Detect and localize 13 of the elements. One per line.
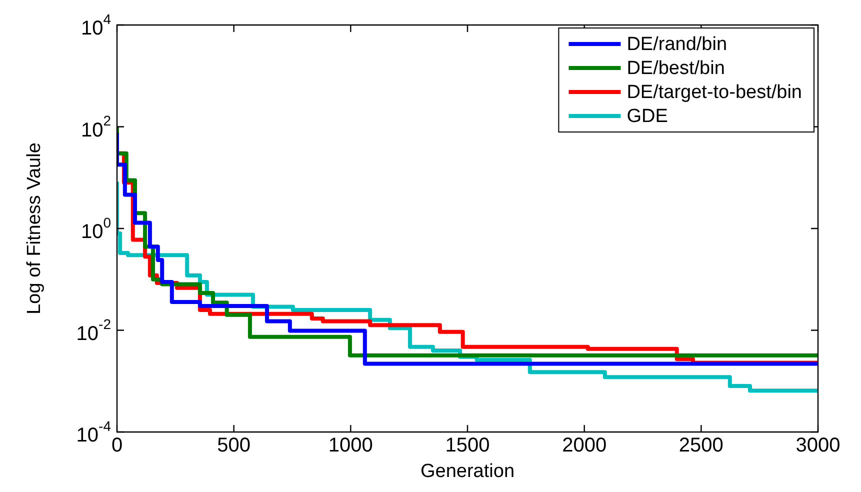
legend-label: DE/target-to-best/bin bbox=[626, 82, 802, 104]
x-tick-label: 0 bbox=[111, 434, 123, 457]
x-tick-label: 2000 bbox=[562, 434, 607, 457]
y-axis-title: Log of Fitness Vaule bbox=[24, 142, 46, 314]
x-tick-label: 3000 bbox=[796, 434, 840, 457]
legend-label: DE/rand/bin bbox=[626, 34, 728, 56]
legend-label: DE/best/bin bbox=[626, 58, 725, 80]
x-tick-label: 1000 bbox=[328, 434, 373, 457]
x-tick-label: 2500 bbox=[678, 434, 724, 457]
legend-label: GDE bbox=[626, 106, 668, 128]
x-axis-title: Generation bbox=[420, 461, 515, 482]
x-tick-label: 1500 bbox=[445, 434, 490, 457]
x-tick-label: 500 bbox=[217, 434, 251, 457]
